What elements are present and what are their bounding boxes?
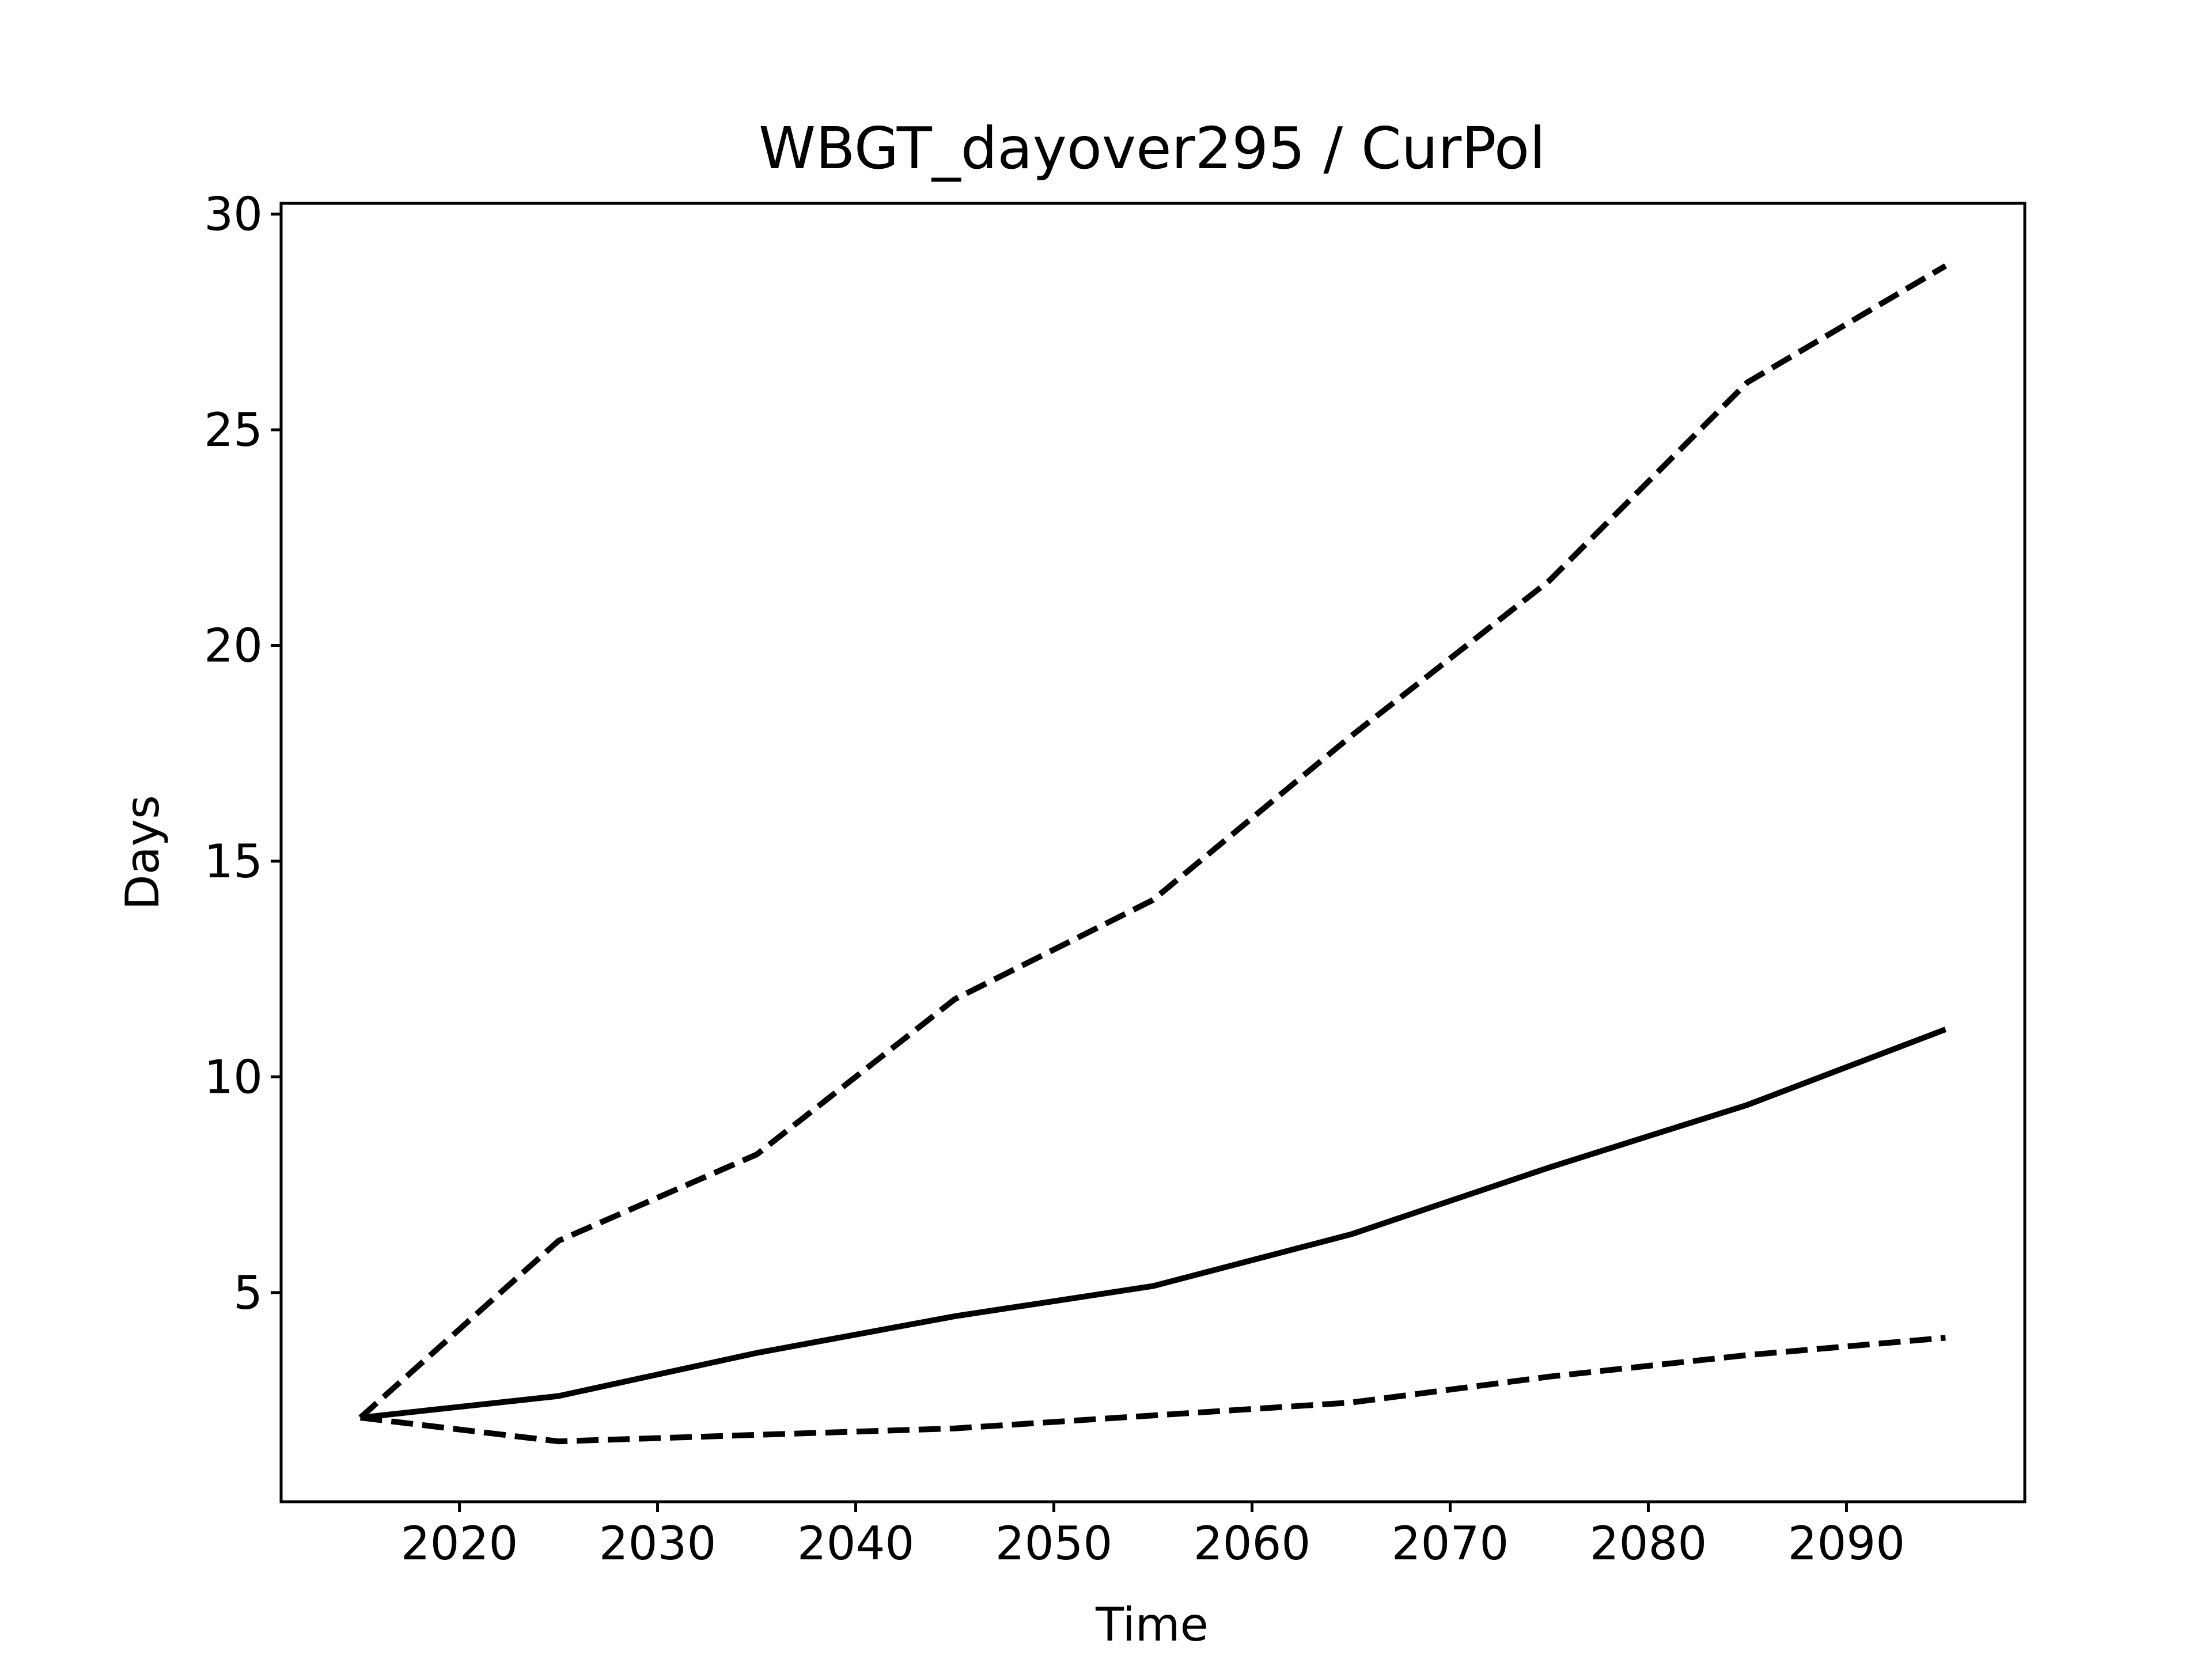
y-axis-label: Days	[116, 795, 169, 910]
x-tick-label: 2030	[599, 1517, 717, 1570]
plot-frame	[279, 202, 2027, 1503]
y-tick-label: 25	[204, 403, 263, 457]
x-tick-label: 2090	[1788, 1517, 1906, 1570]
x-axis-label: Time	[1095, 1598, 1209, 1652]
x-axis: 2020 2030 2040 2050 2060 2070 2080 2090	[401, 1502, 1905, 1570]
x-tick-label: 2070	[1392, 1517, 1509, 1570]
chart-title: WBGT_dayover295 / CurPol	[759, 115, 1546, 182]
series-line-3-dashed	[360, 1335, 1946, 1445]
y-axis: 5 10 15 20 25 30	[204, 188, 281, 1320]
x-tick-label: 2060	[1194, 1517, 1311, 1570]
x-tick-label: 2040	[797, 1517, 915, 1570]
y-tick-label: 10	[204, 1050, 263, 1104]
series-layer	[358, 263, 1947, 1445]
x-tick-label: 2080	[1590, 1517, 1707, 1570]
series-line-2-solid	[360, 1027, 1947, 1421]
y-tick-label: 5	[233, 1266, 263, 1320]
y-tick-label: 30	[204, 188, 263, 241]
y-tick-label: 20	[204, 619, 263, 673]
y-tick-label: 15	[204, 835, 263, 888]
x-tick-label: 2020	[401, 1517, 518, 1570]
x-tick-label: 2050	[995, 1517, 1113, 1570]
series-line-1-dashed	[358, 263, 1947, 1420]
